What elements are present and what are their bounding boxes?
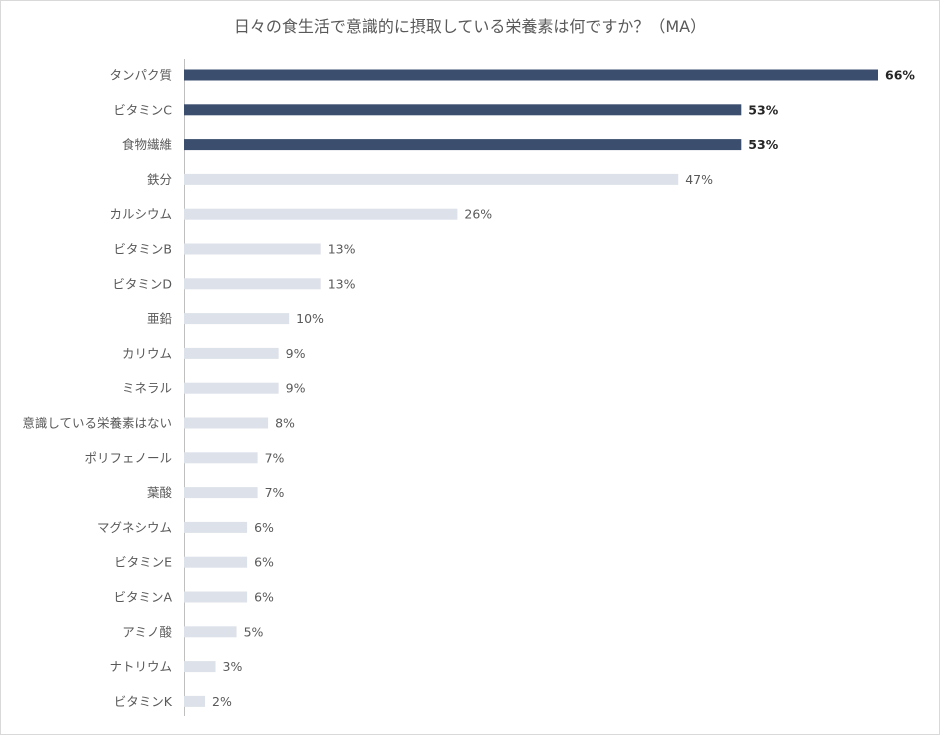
category-label: ビタミンB: [113, 242, 172, 257]
bar: [184, 347, 279, 359]
category-label: ビタミンD: [112, 276, 172, 291]
bar: [184, 208, 458, 220]
category-label: ミネラル: [122, 381, 172, 396]
category-label: 食物繊維: [122, 137, 172, 152]
data-label: 2%: [212, 694, 232, 709]
category-label: ポリフェノール: [84, 450, 172, 465]
data-label: 3%: [223, 659, 243, 674]
bar: [184, 417, 269, 429]
bar: [184, 661, 216, 673]
data-label: 6%: [254, 555, 274, 570]
bar: [184, 313, 290, 325]
bar: [184, 452, 258, 464]
bar: [184, 521, 248, 533]
category-label: ビタミンA: [113, 590, 172, 605]
data-label: 9%: [286, 346, 306, 361]
bar: [184, 556, 248, 568]
category-label: ビタミンK: [114, 694, 173, 709]
category-label: 葉酸: [147, 485, 173, 500]
data-label: 53%: [748, 102, 778, 117]
bar: [184, 173, 679, 185]
category-label: アミノ酸: [122, 624, 172, 639]
bar: [184, 139, 742, 151]
data-label: 5%: [244, 624, 264, 639]
chart-title: 日々の食生活で意識的に摂取している栄養素は何ですか？（MA）: [233, 17, 707, 36]
data-label: 6%: [254, 520, 274, 535]
bar: [184, 626, 237, 638]
category-label: ナトリウム: [109, 659, 172, 674]
data-label: 26%: [464, 207, 492, 222]
bar: [184, 487, 258, 499]
data-label: 6%: [254, 590, 274, 605]
category-label: マグネシウム: [97, 520, 172, 535]
bar: [184, 104, 742, 116]
category-label: 意識している栄養素はない: [22, 416, 172, 431]
category-label: タンパク質: [109, 68, 172, 83]
data-label: 10%: [296, 311, 324, 326]
bar: [184, 69, 878, 81]
data-label: 13%: [328, 242, 356, 257]
category-label: 鉄分: [147, 172, 172, 187]
bar: [184, 591, 248, 603]
category-label: 亜鉛: [147, 311, 173, 326]
data-label: 66%: [885, 68, 915, 83]
data-label: 53%: [748, 137, 778, 152]
category-label: カルシウム: [109, 207, 172, 222]
category-label: カリウム: [122, 346, 172, 361]
bar: [184, 382, 279, 394]
data-label: 47%: [685, 172, 713, 187]
category-label: ビタミンE: [114, 555, 172, 570]
data-label: 7%: [265, 450, 285, 465]
data-label: 13%: [328, 276, 356, 291]
bar: [184, 243, 321, 255]
category-label: ビタミンC: [113, 102, 172, 117]
bar: [184, 695, 206, 707]
bar: [184, 278, 321, 290]
data-label: 7%: [265, 485, 285, 500]
data-label: 8%: [275, 416, 295, 431]
data-label: 9%: [286, 381, 306, 396]
